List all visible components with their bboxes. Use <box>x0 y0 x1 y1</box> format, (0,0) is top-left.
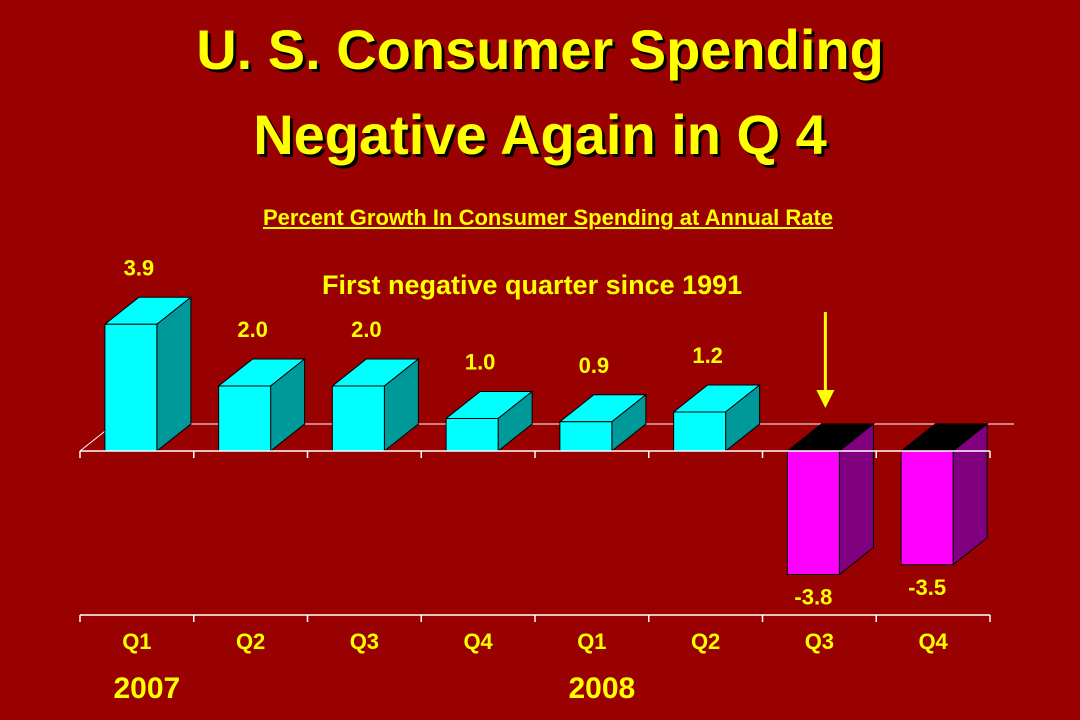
bar-front <box>786 450 840 575</box>
x-tick-label: Q1 <box>577 629 606 654</box>
x-tick-label: Q2 <box>236 629 265 654</box>
bar-1 <box>103 296 193 453</box>
bar-front <box>559 421 613 452</box>
bar-side <box>156 296 192 453</box>
bar-front <box>218 385 272 452</box>
value-label: 2.0 <box>351 317 382 342</box>
bar-3 <box>330 357 420 453</box>
bar-side <box>838 422 874 576</box>
value-label: 0.9 <box>579 353 610 378</box>
bar-8 <box>899 422 989 566</box>
annotation-text: First negative quarter since 1991 <box>322 270 743 300</box>
bar-front <box>331 385 385 452</box>
value-label: -3.5 <box>908 575 946 600</box>
bar-5 <box>558 393 648 453</box>
bar-2 <box>217 357 307 453</box>
bar-4 <box>444 390 534 453</box>
bar-6 <box>672 383 762 453</box>
value-label: -3.8 <box>794 585 832 610</box>
x-tick-label: Q2 <box>691 629 720 654</box>
title-line-1: U. S. Consumer Spending <box>196 18 884 81</box>
bar-front <box>900 450 954 566</box>
bar-front <box>445 418 499 452</box>
value-label: 1.0 <box>465 350 496 375</box>
value-label: 3.9 <box>124 255 155 280</box>
year-label: 2008 <box>569 672 636 705</box>
x-tick-label: Q4 <box>918 629 948 654</box>
value-label: 2.0 <box>237 317 268 342</box>
title-line-2: Negative Again in Q 4 <box>253 103 827 166</box>
annotation-arrow-head <box>816 390 835 408</box>
year-label: 2007 <box>114 672 181 705</box>
bar-front <box>104 323 158 452</box>
x-tick-label: Q3 <box>350 629 379 654</box>
bar-front <box>673 411 727 452</box>
x-tick-label: Q1 <box>122 629 151 654</box>
bar-7 <box>785 422 875 576</box>
x-tick-label: Q4 <box>463 629 493 654</box>
x-tick-label: Q3 <box>805 629 834 654</box>
chart-subtitle: Percent Growth In Consumer Spending at A… <box>262 205 834 230</box>
value-label: 1.2 <box>692 343 723 368</box>
